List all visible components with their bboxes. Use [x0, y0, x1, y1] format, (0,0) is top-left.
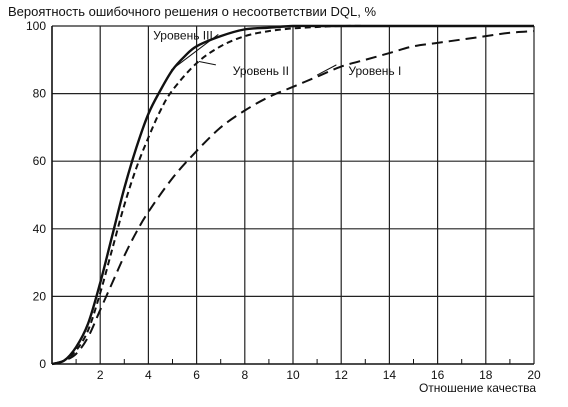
x-tick-label: 14: [383, 368, 397, 382]
series-layer: [51, 24, 535, 366]
x-tick-label: 16: [431, 368, 445, 382]
x-tick-label: 18: [479, 368, 493, 382]
x-tick-label: 6: [193, 368, 200, 382]
y-tick-label: 20: [33, 289, 47, 303]
annotation-leader-3: [316, 64, 337, 76]
x-axis-label: Отношение качества: [419, 381, 536, 395]
chart-title: Вероятность ошибочного решения о несоотв…: [8, 4, 377, 19]
series-line-2: [51, 24, 534, 365]
x-tick-label: 4: [145, 368, 152, 382]
series-line-3: [51, 30, 535, 365]
ticks-layer: 2 4 6 8 10 12 14 16 18 20 0 20 40 60 80 100: [26, 19, 541, 382]
x-tick-label: 10: [286, 368, 300, 382]
x-tick-label: 8: [241, 368, 248, 382]
x-tick-label: 12: [335, 368, 349, 382]
x-tick-label: 2: [97, 368, 104, 382]
y-tick-label: 40: [33, 222, 47, 236]
y-tick-label: 100: [26, 19, 46, 33]
y-tick-label: 80: [33, 87, 47, 101]
annotation-label-2: Уровень II: [233, 64, 289, 78]
annotation-label-3: Уровень I: [348, 64, 401, 78]
annotation-leader-2: [198, 60, 216, 66]
series-line-1: [51, 24, 534, 366]
axes-layer: [51, 26, 534, 365]
x-tick-label: 20: [527, 368, 541, 382]
annotation-label-1: Уровень III: [153, 29, 213, 43]
y-tick-label: 0: [39, 357, 46, 371]
labels-layer: Уровень III Уровень II Уровень I: [153, 29, 401, 78]
y-tick-label: 60: [33, 154, 47, 168]
annotation-leader-1: [170, 34, 219, 71]
grid-layer: [52, 25, 535, 364]
